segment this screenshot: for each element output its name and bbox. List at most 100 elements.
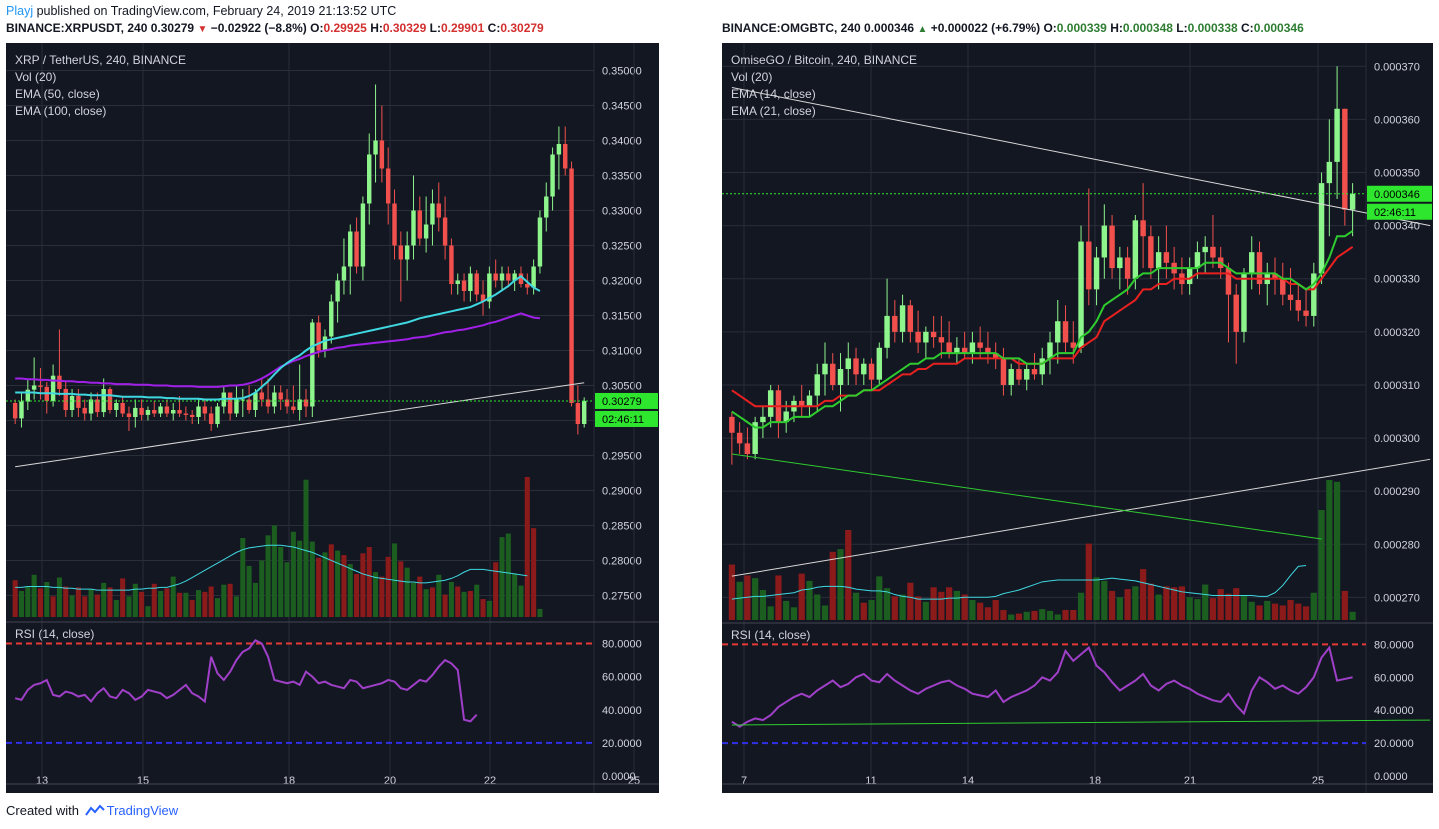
volume-bar: [75, 587, 81, 617]
candle-body: [1241, 273, 1247, 332]
volume-bar: [790, 607, 798, 620]
ticker-line-xrp: BINANCE:XRPUSDT, 240 0.30279 ▼ −0.02922 …: [6, 21, 544, 35]
candle-body: [767, 390, 774, 417]
price-tick-label: 0.000320: [1374, 327, 1420, 339]
volume-bar: [1186, 597, 1193, 620]
volume-bar: [25, 586, 31, 617]
candle-body: [556, 144, 562, 155]
volume-bar: [164, 588, 170, 617]
volume-bar: [170, 576, 176, 617]
volume-bar: [922, 601, 929, 620]
open-label: O:: [1043, 21, 1057, 35]
volume-bar: [195, 590, 202, 617]
down-arrow-icon: ▼: [197, 24, 208, 35]
volume-bar: [486, 600, 492, 617]
volume-bar: [474, 584, 480, 617]
candle-body: [1334, 108, 1340, 162]
ticker-low: 0.000338: [1187, 21, 1238, 35]
candle-body: [1303, 310, 1309, 316]
candle-body: [404, 245, 410, 260]
rsi-tick-label: 80.0000: [602, 639, 642, 651]
omg-chart-panel[interactable]: 0.000370 0.000360 0.000350 0.000340 0.000330…: [722, 43, 1433, 793]
resistance-trendline: [731, 87, 1431, 227]
candle-body: [1155, 252, 1162, 269]
indicator-label: EMA (50, close): [15, 87, 100, 101]
volume-bar: [499, 537, 505, 617]
countdown-value: 02:46:11: [602, 414, 644, 426]
volume-bar: [297, 540, 303, 617]
volume-bar: [1008, 614, 1015, 620]
tradingview-logo-icon: [84, 804, 105, 819]
candle-body: [550, 154, 555, 197]
candle-body: [575, 403, 581, 424]
price-tick-label: 0.34500: [602, 101, 642, 113]
volume-bar: [107, 587, 113, 617]
high-label: H:: [370, 21, 383, 35]
tradingview-brand-link[interactable]: TradingView: [106, 803, 179, 818]
volume-bar: [158, 590, 164, 617]
ticker-low: 0.29901: [440, 21, 485, 35]
rsi-label: RSI (14, close): [15, 627, 94, 641]
volume-bar: [139, 591, 145, 617]
volume-bar: [183, 592, 189, 617]
candle-body: [729, 416, 735, 433]
volume-bar: [252, 582, 258, 617]
ticker-close: 0.30279: [500, 21, 544, 35]
volume-bar: [969, 600, 976, 620]
candle-body: [272, 392, 277, 407]
candle-body: [954, 347, 960, 354]
candle-body: [1132, 220, 1139, 279]
volume-bar: [303, 479, 309, 617]
publisher-username[interactable]: Playj: [6, 4, 34, 18]
candle-body: [183, 413, 189, 415]
volume-bar: [126, 596, 132, 617]
candle-body: [512, 273, 517, 281]
candle-body: [177, 410, 182, 414]
candle-body: [1249, 252, 1255, 274]
volume-bar: [316, 557, 322, 617]
candle-body: [38, 385, 43, 387]
candle-body: [845, 358, 851, 370]
ticker-close: 0.000346: [1253, 21, 1304, 35]
xrp-chart-panel[interactable]: 0.35000 0.34500 0.34000 0.33500 0.33000 0.325…: [6, 43, 659, 793]
candle-body: [69, 396, 75, 410]
volume-bar: [1140, 569, 1147, 620]
countdown-badge: [595, 410, 658, 427]
volume-bar: [984, 607, 992, 620]
candle-body: [1086, 241, 1092, 290]
volume-ma-line: [731, 564, 1307, 600]
omg-chart-svg[interactable]: 0.000370 0.000360 0.000350 0.000340 0.000330…: [722, 43, 1433, 793]
candle-body: [531, 266, 536, 288]
ticker-last: 0.30279: [150, 21, 195, 35]
candle-body: [1194, 252, 1201, 269]
rsi-trendline: [731, 719, 1431, 726]
volume-bar: [767, 606, 774, 620]
rsi-tick-label: 80.0000: [1374, 639, 1414, 651]
candle-body: [461, 280, 467, 291]
candle-body: [1280, 278, 1286, 295]
xrp-chart-svg[interactable]: 0.35000 0.34500 0.34000 0.33500 0.33000 0.325…: [6, 43, 659, 793]
price-tick-label: 0.000310: [1374, 380, 1420, 392]
volume-bar: [271, 525, 277, 617]
candle-body: [284, 399, 290, 407]
candle-body: [417, 210, 423, 239]
candle-body: [1163, 252, 1170, 263]
volume-bar: [366, 547, 372, 617]
candle-body: [581, 400, 587, 424]
candle-body: [830, 363, 836, 385]
rsi-line: [14, 638, 478, 723]
volume-bar: [385, 556, 391, 617]
candle-body: [892, 315, 898, 332]
candle-body: [189, 414, 195, 417]
candle-body: [783, 411, 789, 423]
candle-body: [992, 353, 999, 359]
volume-bar: [1108, 590, 1116, 620]
volume-bar: [145, 606, 151, 617]
volume-bar: [379, 576, 385, 617]
volume-bar: [335, 550, 341, 617]
x-tick-label: 13: [36, 775, 48, 787]
chart-title: XRP / TetherUS, 240, BINANCE: [15, 53, 186, 67]
candle-body: [1117, 257, 1123, 269]
candle-body: [126, 413, 132, 417]
volume-bar: [1217, 589, 1224, 620]
